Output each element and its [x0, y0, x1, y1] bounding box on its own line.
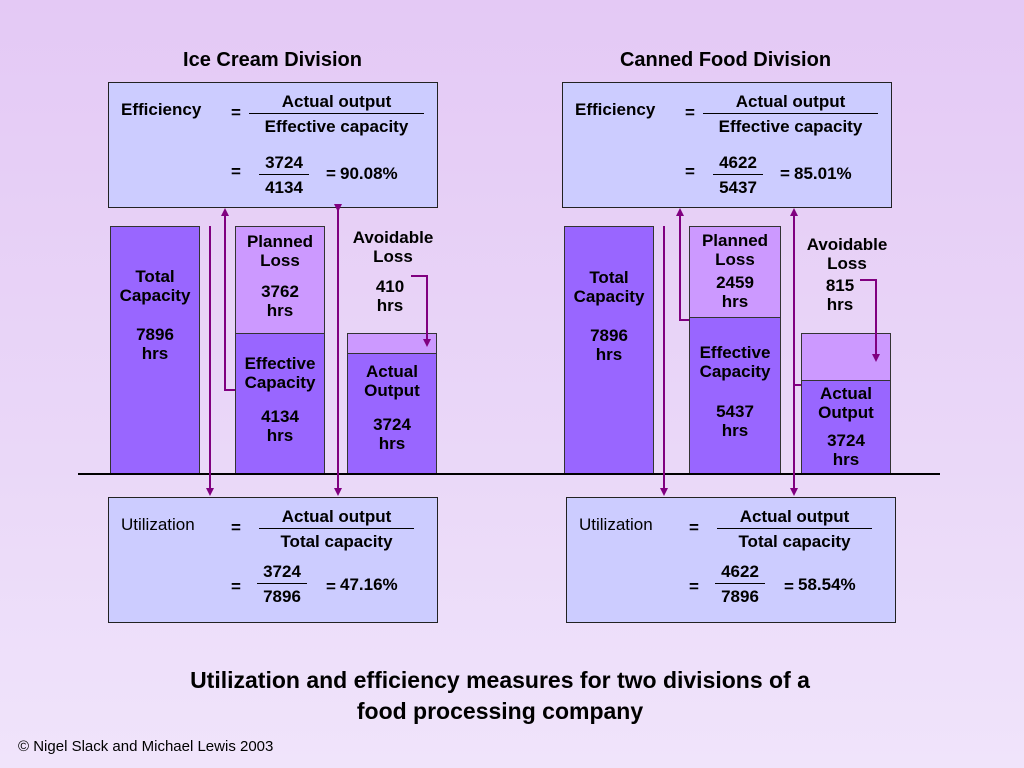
formula-numerator: Actual output	[281, 92, 392, 111]
division-title-canned-food: Canned Food Division	[619, 49, 832, 71]
effective-capacity-label: Effective Capacity	[699, 343, 771, 381]
fraction-line	[259, 528, 414, 529]
value-denominator: 7896	[721, 587, 759, 606]
value-denominator: 4134	[265, 178, 303, 197]
avoidable-loss-label: Avoidable Loss	[806, 235, 888, 273]
utilization-result: 47.16%	[340, 575, 398, 594]
equals-sign: =	[231, 518, 241, 537]
value-numerator: 3724	[263, 562, 301, 581]
formula-numerator: Actual output	[735, 92, 846, 111]
division-title-ice-cream: Ice Cream Division	[183, 49, 362, 71]
unit-label: hrs	[826, 295, 854, 314]
planned-loss-value: 3762	[261, 282, 299, 301]
effective-capacity-bar: Effective Capacity 4134 hrs	[235, 333, 325, 474]
effective-capacity-to-efficiency-arrow	[221, 208, 235, 391]
unit-label: hrs	[266, 301, 294, 320]
unit-label: hrs	[721, 292, 749, 311]
total-capacity-label: Total Capacity	[573, 268, 645, 306]
formula-numerator: Actual output	[281, 507, 392, 526]
actual-output-label: Actual Output	[818, 384, 874, 422]
planned-loss-label: Planned Loss	[701, 231, 769, 269]
effective-capacity-value: 5437	[716, 402, 754, 421]
unit-label: hrs	[378, 434, 406, 453]
unit-label: hrs	[721, 421, 749, 440]
equals-sign: =	[685, 162, 695, 181]
value-denominator: 5437	[719, 178, 757, 197]
avoidable-loss-pointer-arrow	[860, 279, 880, 362]
actual-output-arrows	[790, 208, 801, 386]
utilization-label: Utilization	[579, 515, 653, 534]
equals-sign: =	[689, 518, 699, 537]
equals-sign: =	[326, 164, 336, 183]
fraction-line	[713, 174, 763, 175]
equals-sign: =	[326, 577, 336, 596]
utilization-formula-box: Utilization = Actual output Total capaci…	[108, 497, 438, 623]
fraction-line	[715, 583, 765, 584]
value-numerator: 3724	[265, 153, 303, 172]
unit-label: hrs	[266, 426, 294, 445]
equals-sign: =	[231, 577, 241, 596]
unit-label: hrs	[141, 344, 169, 363]
effective-capacity-value: 4134	[261, 407, 299, 426]
equals-sign: =	[780, 164, 790, 183]
fraction-line	[703, 113, 878, 114]
effective-capacity-to-efficiency-arrow	[676, 208, 689, 321]
actual-output-bar: Actual Output 3724 hrs	[801, 380, 891, 474]
utilization-label: Utilization	[121, 515, 195, 534]
effective-capacity-label: Effective Capacity	[244, 354, 316, 392]
avoidable-loss-pointer-arrow	[411, 275, 431, 347]
formula-numerator: Actual output	[739, 507, 850, 526]
value-numerator: 4622	[719, 153, 757, 172]
actual-output-bar: Actual Output 3724 hrs	[347, 353, 437, 474]
actual-output-value: 3724	[827, 431, 865, 450]
efficiency-result: 90.08%	[340, 164, 398, 183]
utilization-formula-box: Utilization = Actual output Total capaci…	[566, 497, 896, 623]
planned-loss-value: 2459	[716, 273, 754, 292]
equals-sign: =	[685, 103, 695, 122]
utilization-result: 58.54%	[798, 575, 856, 594]
effective-capacity-bar: Effective Capacity 5437 hrs	[689, 317, 781, 474]
actual-output-value: 3724	[373, 415, 411, 434]
equals-sign: =	[784, 577, 794, 596]
baseline-axis	[78, 473, 940, 475]
copyright-notice: © Nigel Slack and Michael Lewis 2003	[18, 738, 274, 755]
unit-label: hrs	[376, 296, 404, 315]
value-denominator: 7896	[263, 587, 301, 606]
value-numerator: 4622	[721, 562, 759, 581]
avoidable-loss-label: Avoidable Loss	[352, 228, 434, 266]
total-capacity-bar: Total Capacity 7896 hrs	[110, 226, 200, 474]
fraction-line	[257, 583, 307, 584]
efficiency-result: 85.01%	[794, 164, 852, 183]
planned-loss-label: Planned Loss	[246, 232, 314, 270]
caption-line-2: food processing company	[356, 698, 644, 724]
fraction-line	[249, 113, 424, 114]
equals-sign: =	[689, 577, 699, 596]
total-capacity-label: Total Capacity	[119, 267, 191, 305]
efficiency-label: Efficiency	[575, 100, 656, 119]
avoidable-loss-value: 815	[825, 276, 855, 295]
total-capacity-value: 7896	[590, 326, 628, 345]
figure-caption: Utilization and efficiency measures for …	[0, 665, 1000, 727]
avoidable-loss-value: 410	[375, 277, 405, 296]
formula-denominator: Total capacity	[280, 532, 393, 551]
planned-loss-bar: Planned Loss 2459 hrs	[689, 226, 781, 318]
equals-sign: =	[231, 103, 241, 122]
unit-label: hrs	[595, 345, 623, 364]
formula-denominator: Effective capacity	[264, 117, 409, 136]
unit-label: hrs	[832, 450, 860, 469]
total-capacity-bar: Total Capacity 7896 hrs	[564, 226, 654, 474]
formula-denominator: Effective capacity	[718, 117, 863, 136]
actual-output-label: Actual Output	[364, 362, 420, 400]
efficiency-formula-box: Efficiency = Actual output Effective cap…	[562, 82, 892, 208]
equals-sign: =	[231, 162, 241, 181]
caption-line-1: Utilization and efficiency measures for …	[190, 667, 810, 693]
efficiency-formula-box: Efficiency = Actual output Effective cap…	[108, 82, 438, 208]
total-capacity-value: 7896	[136, 325, 174, 344]
fraction-line	[717, 528, 872, 529]
efficiency-label: Efficiency	[121, 100, 202, 119]
fraction-line	[259, 174, 309, 175]
planned-loss-bar: Planned Loss 3762 hrs	[235, 226, 325, 334]
formula-denominator: Total capacity	[738, 532, 851, 551]
